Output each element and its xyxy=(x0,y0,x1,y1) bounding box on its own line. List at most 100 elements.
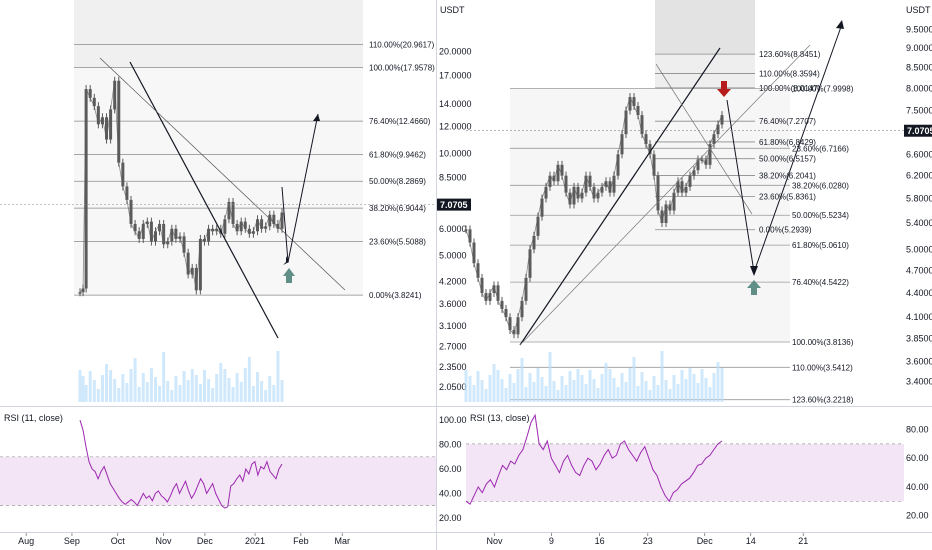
candle-body xyxy=(468,229,472,243)
candle-body xyxy=(648,144,652,155)
fib-b-level-label: 76.40%(4.5422) xyxy=(792,278,849,287)
volume-bar xyxy=(96,389,100,402)
volume-bar xyxy=(640,372,644,402)
volume-bar xyxy=(235,373,239,402)
volume-bar xyxy=(612,378,616,402)
volume-bar xyxy=(231,387,235,402)
volume-bar xyxy=(158,386,162,402)
candle-body xyxy=(211,228,215,232)
y-axis-tick-label: 6.0000 xyxy=(439,224,467,234)
volume-bar xyxy=(528,373,532,402)
candle-body xyxy=(636,106,640,116)
volume-bar xyxy=(548,352,552,402)
left-trend-line-thin xyxy=(99,57,346,291)
volume-bar xyxy=(600,374,604,402)
candle-body xyxy=(508,317,512,330)
y-axis-tick-label: 3.6000 xyxy=(439,299,467,309)
candle-body xyxy=(608,181,612,193)
volume-bar xyxy=(544,386,548,402)
volume-bar xyxy=(251,386,255,402)
candle-body xyxy=(680,181,684,193)
fib-b-level-label: 100.00%(7.9998) xyxy=(792,84,854,93)
volume-bar xyxy=(186,380,190,402)
y-axis-tick-label: 2.3500 xyxy=(439,362,467,372)
candle-body xyxy=(560,164,564,176)
candle-body xyxy=(604,181,608,187)
right-x-axis: Nov 9 16 23 Dec 14 21 xyxy=(486,533,808,546)
volume-bar xyxy=(564,385,568,402)
volume-bar xyxy=(592,379,596,402)
right-trend-line-down xyxy=(655,63,753,215)
volume-bar xyxy=(516,369,520,402)
candle-body xyxy=(696,159,700,171)
volume-bar xyxy=(680,370,684,402)
rsi-y-tick-label: 40.00 xyxy=(439,488,462,498)
y-axis-tick-label: 14.0000 xyxy=(439,99,472,109)
y-axis-tick-label: 12.0000 xyxy=(439,122,472,132)
volume-bar xyxy=(608,369,612,402)
x-axis-tick-label: Sep xyxy=(64,536,80,546)
y-axis-tick-label: USDT xyxy=(906,5,931,15)
volume-bar xyxy=(576,369,580,402)
volume-bar xyxy=(700,369,704,402)
fib-level-label: 61.80%(9.9462) xyxy=(369,150,426,159)
x-axis-tick-label: 14 xyxy=(746,536,756,546)
candle-body xyxy=(592,186,596,199)
candle-body xyxy=(100,117,104,125)
candle-body xyxy=(153,231,157,242)
volume-bar xyxy=(552,381,556,402)
volume-bar xyxy=(476,371,480,402)
fib-level-label: 0.00%(3.8241) xyxy=(369,291,422,300)
x-axis-tick-label: 2021 xyxy=(245,536,265,546)
candle-body xyxy=(92,97,96,107)
x-axis-tick-label: Nov xyxy=(486,536,503,546)
right-trend-line-thin xyxy=(519,44,811,346)
candle-body xyxy=(492,285,496,294)
volume-bar xyxy=(78,370,82,402)
candle-body xyxy=(272,214,276,224)
y-axis-tick-label: 4.7000 xyxy=(906,265,932,275)
candle-body xyxy=(81,288,85,293)
right-down-arrow xyxy=(717,81,731,97)
x-axis-tick-label: 16 xyxy=(595,536,605,546)
volume-bar xyxy=(276,351,280,402)
candle-body xyxy=(231,201,235,224)
candle-body xyxy=(182,236,186,253)
fib-level-label: 110.00%(20.9617) xyxy=(369,41,435,50)
y-axis-tick-label: 17.0000 xyxy=(439,70,472,80)
candle-body xyxy=(137,231,141,239)
volume-bar xyxy=(207,379,211,402)
rsi-y-tick-label: 20.00 xyxy=(906,511,929,521)
volume-bar xyxy=(202,370,206,402)
volume-bar xyxy=(488,375,492,402)
candle-body xyxy=(556,164,560,182)
candle-body xyxy=(580,192,584,199)
candle-body xyxy=(548,175,552,187)
candle-body xyxy=(472,242,476,264)
volume-bar xyxy=(664,380,668,402)
x-axis-tick-label: 21 xyxy=(798,536,808,546)
volume-bar xyxy=(492,364,496,402)
candle-body xyxy=(704,159,708,165)
y-axis-tick-label: 9.0000 xyxy=(906,43,932,53)
volume-bar xyxy=(656,385,660,402)
volume-bar xyxy=(125,383,129,402)
candle-body xyxy=(268,214,272,227)
candle-body xyxy=(672,192,676,211)
candle-body xyxy=(596,192,600,199)
price-line xyxy=(79,80,283,293)
y-axis-tick-label: 3.1000 xyxy=(439,321,467,331)
candle-body xyxy=(512,329,516,335)
y-axis-tick-label: 10.0000 xyxy=(439,149,472,159)
volume-bar xyxy=(480,380,484,402)
candle-body xyxy=(121,162,125,187)
candle-body xyxy=(588,175,592,187)
volume-bar xyxy=(280,380,284,402)
candle-body xyxy=(194,267,198,291)
quote-currency-label: USDT xyxy=(440,5,465,15)
volume-bar xyxy=(632,357,636,402)
volume-bar xyxy=(178,385,182,402)
right-y-axis: USDT 9.5000 9.0000 8.5000 8.0000 7.5000 6.6000… xyxy=(466,5,932,386)
